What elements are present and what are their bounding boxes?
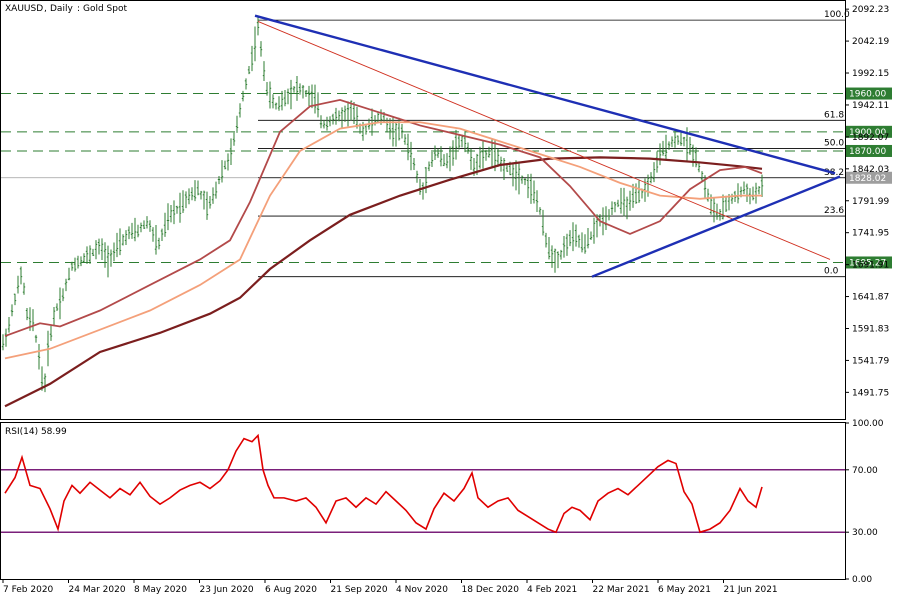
x-tick-label: 8 May 2020 [134, 585, 187, 595]
rsi-tick-label: 70.00 [852, 466, 878, 476]
y-tick-label: 1992.15 [852, 69, 889, 79]
diagonal-line [257, 21, 831, 260]
main-pane-border [0, 0, 846, 420]
rsi-pane-border [0, 422, 846, 580]
green-level-label: 1870.00 [849, 147, 886, 157]
trendline-upper [254, 14, 836, 175]
y-tick-label: 1591.83 [852, 324, 889, 334]
main-pane: 1960.00 1900.00 1870.00 1695.27 1828.02 100.0… [1, 10, 892, 408]
green-level-label: 1900.00 [849, 128, 886, 138]
x-tick-label: 18 Dec 2020 [462, 585, 520, 595]
x-tick-label: 21 Sep 2020 [331, 585, 388, 595]
x-tick-label: 6 May 2021 [658, 585, 711, 595]
fib-level-label: 61.8 [824, 110, 844, 120]
moving-average-line [4, 98, 763, 337]
moving-average-line [4, 156, 763, 408]
fib-level-label: 50.0 [824, 138, 844, 148]
green-level-label: 1960.00 [849, 90, 886, 100]
x-tick-label: 22 Mar 2021 [593, 585, 650, 595]
green-level-tag [846, 144, 892, 157]
x-tick-label: 21 Jun 2021 [724, 585, 778, 595]
green-level-tag [846, 87, 892, 100]
y-tick-label: 1791.99 [852, 197, 889, 207]
x-tick-label: 7 Feb 2020 [3, 585, 54, 595]
chart-header-sep-2: : [77, 4, 80, 14]
green-level-tag [846, 256, 892, 269]
x-tick-label: 6 Aug 2020 [265, 585, 317, 595]
current-price-tag [846, 171, 892, 184]
fib-level-label: 23.6 [824, 206, 844, 216]
rsi-tick-label: 100.00 [852, 419, 884, 429]
x-tick-label: 4 Feb 2021 [527, 585, 577, 595]
fib-level-label: 0.0 [824, 267, 839, 277]
rsi-title: RSI(14) 58.99 [5, 427, 67, 437]
x-tick-label: 23 Jun 2020 [200, 585, 254, 595]
green-level-tag [846, 125, 892, 138]
y-tick-label: 1491.75 [852, 388, 889, 398]
rsi-tick-label: 30.00 [852, 528, 878, 538]
y-tick-label: 1741.95 [852, 229, 889, 239]
chart-header-timeframe: Daily [50, 4, 73, 14]
x-tick-label: 24 Mar 2020 [69, 585, 126, 595]
chart-header-symbol: XAUUSD [5, 4, 43, 14]
y-tick-label: 1892.07 [852, 133, 889, 143]
y-tick-label: 1641.87 [852, 293, 889, 303]
y-tick-label: 1541.79 [852, 356, 889, 366]
y-tick-label: 1691.91 [852, 261, 889, 271]
moving-average-line [4, 121, 762, 360]
x-tick-label: 4 Nov 2020 [396, 585, 448, 595]
axes: 2092.23 2042.19 1992.15 1942.11 1892.07 1842.… [2, 5, 889, 595]
chart-header-description: Gold Spot [83, 4, 127, 14]
rsi-tick-label: 0.00 [852, 575, 872, 585]
y-tick-label: 2092.23 [852, 5, 889, 15]
y-tick-label: 2042.19 [852, 37, 889, 47]
green-level-label: 1695.27 [849, 258, 886, 268]
fib-level-label: 100.0 [824, 10, 850, 20]
y-tick-label: 1942.11 [852, 101, 889, 111]
y-tick-label: 1842.03 [852, 165, 889, 175]
current-price-label: 1828.02 [849, 174, 886, 184]
rsi-pane [1, 433, 845, 534]
trendline-lower [591, 175, 841, 278]
rsi-line [4, 433, 763, 534]
chart-header-sep-1: , [44, 4, 47, 14]
